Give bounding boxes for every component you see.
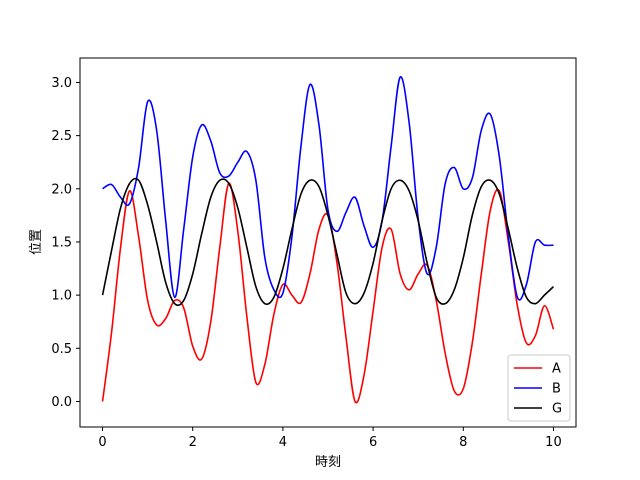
- series-line-g: [101, 177, 554, 307]
- y-tick-label: 3.0: [51, 76, 72, 91]
- x-tick-label: 0: [98, 435, 106, 450]
- x-tick-label: 6: [369, 435, 377, 450]
- y-tick-label: 0.5: [51, 342, 72, 357]
- y-axis-title: 位置: [29, 229, 44, 255]
- x-tick-label: 10: [545, 435, 562, 450]
- y-tick-label: 2.0: [51, 182, 72, 197]
- y-tick-label: 1.0: [51, 289, 72, 304]
- legend-label-g: G: [552, 402, 562, 417]
- x-axis-title: 時刻: [315, 455, 341, 470]
- x-tick-label: 8: [459, 435, 467, 450]
- plot-area-frame: [79, 57, 577, 428]
- y-tick-label: 0.0: [51, 395, 72, 410]
- y-tick-label: 2.5: [51, 129, 72, 144]
- y-tick-label: 1.5: [51, 235, 72, 250]
- series-line-b: [102, 76, 554, 301]
- x-tick-label: 2: [189, 435, 197, 450]
- x-tick-label: 4: [279, 435, 287, 450]
- legend: ABG: [507, 354, 571, 422]
- legend-label-a: A: [552, 362, 561, 377]
- legend-label-b: B: [552, 382, 561, 397]
